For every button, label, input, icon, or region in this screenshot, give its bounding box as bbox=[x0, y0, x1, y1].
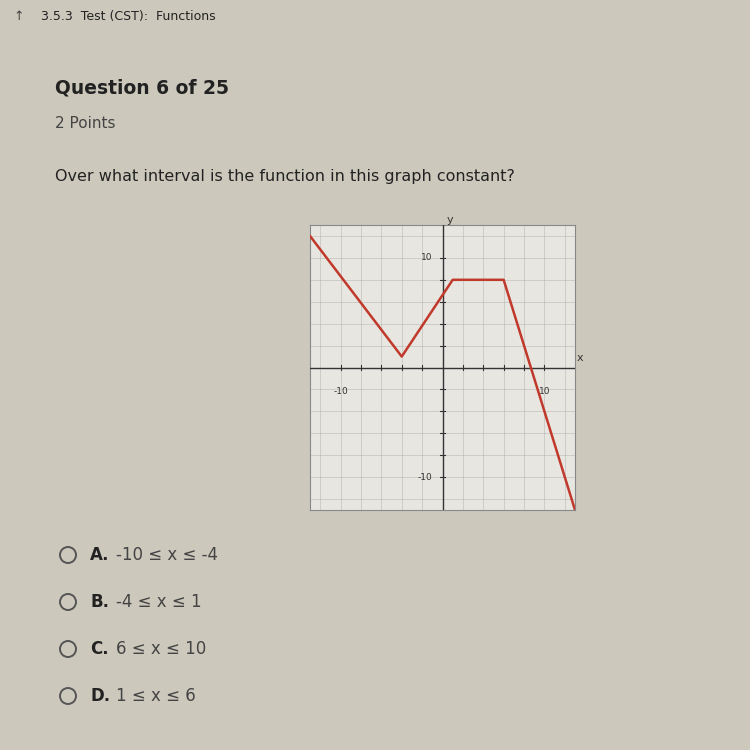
Text: 3.5.3  Test (CST):  Functions: 3.5.3 Test (CST): Functions bbox=[41, 10, 216, 23]
Text: Question 6 of 25: Question 6 of 25 bbox=[55, 79, 229, 98]
Text: x: x bbox=[577, 352, 584, 363]
Text: A.: A. bbox=[90, 546, 110, 564]
Text: 10: 10 bbox=[538, 387, 550, 396]
Text: 10: 10 bbox=[421, 254, 432, 262]
Text: -4 ≤ x ≤ 1: -4 ≤ x ≤ 1 bbox=[116, 593, 202, 611]
Text: -10: -10 bbox=[418, 472, 432, 482]
Text: Over what interval is the function in this graph constant?: Over what interval is the function in th… bbox=[55, 169, 514, 184]
Text: D.: D. bbox=[90, 687, 110, 705]
Text: 2 Points: 2 Points bbox=[55, 116, 116, 130]
Text: -10: -10 bbox=[333, 387, 348, 396]
Text: ↑: ↑ bbox=[13, 10, 24, 23]
Text: B.: B. bbox=[90, 593, 109, 611]
Text: y: y bbox=[446, 214, 453, 224]
Text: 1 ≤ x ≤ 6: 1 ≤ x ≤ 6 bbox=[116, 687, 196, 705]
Text: -10 ≤ x ≤ -4: -10 ≤ x ≤ -4 bbox=[116, 546, 218, 564]
Text: 6 ≤ x ≤ 10: 6 ≤ x ≤ 10 bbox=[116, 640, 206, 658]
Text: C.: C. bbox=[90, 640, 109, 658]
